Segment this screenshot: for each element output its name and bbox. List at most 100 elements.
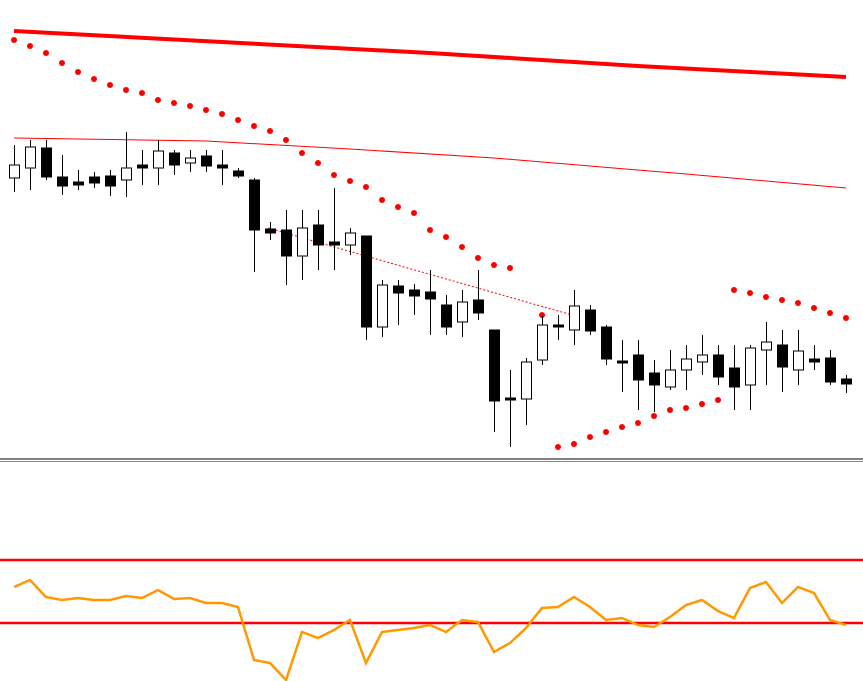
sar-dot bbox=[715, 397, 721, 403]
candle-body bbox=[441, 304, 452, 328]
sar-dot bbox=[235, 117, 241, 123]
candle-body bbox=[553, 324, 564, 328]
candle-body bbox=[409, 289, 420, 297]
candle-body bbox=[25, 146, 36, 169]
candle-body bbox=[169, 152, 180, 166]
candle-body bbox=[425, 291, 436, 300]
sar-dot bbox=[667, 407, 673, 413]
sar-dot bbox=[11, 37, 17, 43]
candle-body bbox=[9, 164, 20, 179]
candle-body bbox=[377, 284, 388, 328]
candle-body bbox=[457, 301, 468, 323]
sar-dot bbox=[363, 184, 369, 190]
sar-dot bbox=[587, 434, 593, 440]
candle-body bbox=[601, 326, 612, 360]
sar-dot bbox=[331, 172, 337, 178]
sar-dot bbox=[683, 405, 689, 411]
sar-dot bbox=[507, 265, 513, 271]
sar-dot bbox=[299, 150, 305, 156]
sar-dot bbox=[827, 310, 833, 316]
sar-dot bbox=[795, 300, 801, 306]
sar-dot bbox=[155, 97, 161, 103]
candle-body bbox=[617, 360, 628, 364]
sar-dot bbox=[219, 111, 225, 117]
moving-average bbox=[13, 137, 847, 189]
candle-body bbox=[57, 176, 68, 187]
candle-body bbox=[137, 164, 148, 169]
candle-body bbox=[313, 224, 324, 246]
sar-dot bbox=[779, 297, 785, 303]
candle-body bbox=[233, 170, 244, 177]
candle-body bbox=[729, 367, 740, 388]
sar-dot bbox=[571, 441, 577, 447]
candle-body bbox=[793, 350, 804, 371]
sar-dot bbox=[651, 413, 657, 419]
sar-dot bbox=[123, 87, 129, 93]
sar-dot bbox=[443, 234, 449, 240]
sar-dot bbox=[43, 50, 49, 56]
sar-dot bbox=[491, 262, 497, 268]
candle-body bbox=[585, 309, 596, 332]
candle-body bbox=[121, 167, 132, 181]
candle-body bbox=[633, 354, 644, 381]
candle-body bbox=[473, 299, 484, 314]
candle-body bbox=[185, 157, 196, 164]
candle-body bbox=[569, 305, 580, 331]
sar-dot bbox=[635, 420, 641, 426]
sar-dot bbox=[427, 227, 433, 233]
sar-dot bbox=[139, 90, 145, 96]
candle-body bbox=[665, 369, 676, 388]
sar-dot bbox=[203, 107, 209, 113]
sar-dot bbox=[763, 294, 769, 300]
sar-dot bbox=[395, 204, 401, 210]
sar-dot bbox=[107, 82, 113, 88]
candle-body bbox=[521, 361, 532, 400]
sar-dot bbox=[811, 305, 817, 311]
candle-body bbox=[89, 176, 100, 184]
sar-dot bbox=[347, 178, 353, 184]
sar-dot bbox=[315, 160, 321, 166]
sar-dot bbox=[411, 210, 417, 216]
candle-body bbox=[825, 357, 836, 383]
candle-body bbox=[761, 341, 772, 351]
candle-body bbox=[281, 229, 292, 257]
candle-body bbox=[201, 155, 212, 167]
sar-dot bbox=[75, 69, 81, 75]
sar-dot bbox=[379, 197, 385, 203]
candle-body bbox=[489, 329, 500, 402]
sar-dot bbox=[843, 315, 849, 321]
sar-dot bbox=[699, 401, 705, 407]
candle-body bbox=[681, 358, 692, 371]
candle-body bbox=[505, 397, 516, 401]
sar-dot bbox=[747, 290, 753, 296]
candle-body bbox=[393, 285, 404, 294]
sar-dot bbox=[267, 128, 273, 134]
candle-body bbox=[297, 227, 308, 257]
sar-dot bbox=[459, 244, 465, 250]
candle-body bbox=[217, 164, 228, 169]
candle-body bbox=[841, 378, 852, 385]
sar-dot bbox=[555, 444, 561, 450]
sar-dot bbox=[475, 255, 481, 261]
sar-dot bbox=[59, 60, 65, 66]
candle-body bbox=[249, 179, 260, 231]
candle-body bbox=[649, 372, 660, 386]
candle-body bbox=[265, 228, 276, 234]
sar-dot bbox=[283, 137, 289, 143]
sar-dot bbox=[251, 123, 257, 129]
sar-dot bbox=[187, 103, 193, 109]
candle-body bbox=[153, 150, 164, 169]
candle-body bbox=[697, 354, 708, 363]
candle-body bbox=[713, 354, 724, 378]
sar-dot bbox=[603, 429, 609, 435]
sar-dot bbox=[91, 76, 97, 82]
candle-body bbox=[361, 235, 372, 328]
moving-average bbox=[13, 29, 847, 79]
candle-body bbox=[777, 344, 788, 368]
candle-body bbox=[745, 347, 756, 386]
sar-dot bbox=[171, 100, 177, 106]
candle-body bbox=[329, 241, 340, 246]
candle-body bbox=[345, 232, 356, 246]
